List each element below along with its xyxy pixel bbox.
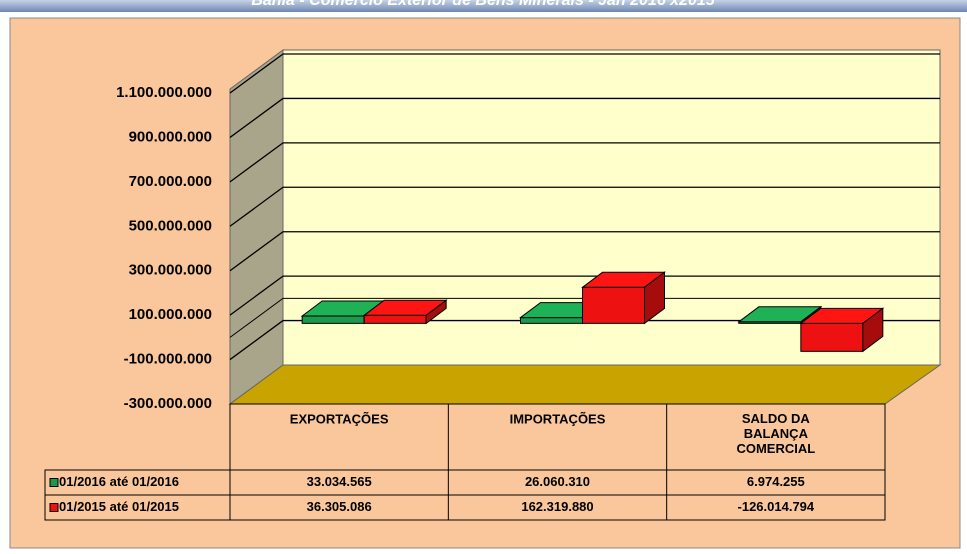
title-bar — [0, 0, 967, 12]
grid-line — [229, 319, 940, 361]
grid-line — [229, 97, 940, 138]
grid-line — [229, 53, 940, 94]
bar — [301, 315, 365, 324]
grid-line — [229, 142, 940, 183]
y-tick-label: 900.000.000 — [129, 128, 212, 145]
legend-swatch — [49, 503, 59, 512]
bar-side — [862, 307, 884, 353]
category-label: SALDO DA BALANÇA COMERCIAL — [736, 411, 815, 456]
bar-side — [644, 271, 665, 325]
bar-side — [425, 299, 447, 325]
grid-line — [229, 186, 940, 227]
bar — [800, 322, 864, 352]
table-value: 33.034.565 — [307, 474, 372, 489]
table — [229, 403, 886, 521]
chart-title: Bahia - Comércio Exterior de Bens Minera… — [251, 0, 715, 9]
y-tick-label: 300.000.000 — [129, 262, 212, 279]
table-value: -126.014.794 — [738, 499, 815, 514]
y-tick-label: 1.100.000.000 — [116, 84, 212, 101]
legend-swatch — [49, 478, 59, 487]
bar — [582, 286, 645, 324]
legend-label: 01/2016 até 01/2016 — [59, 474, 179, 489]
legend-label: 01/2015 até 01/2015 — [59, 499, 179, 514]
table-value: 6.974.255 — [747, 474, 805, 489]
y-tick-label: -100.000.000 — [124, 351, 212, 368]
y-tick-label: 500.000.000 — [129, 217, 212, 234]
y-tick-label: 700.000.000 — [129, 173, 212, 190]
category-label: IMPORTAÇÕES — [510, 411, 606, 426]
side-wall — [229, 49, 284, 405]
y-tick-label: 100.000.000 — [129, 306, 212, 323]
table-value: 162.319.880 — [521, 499, 593, 514]
bar — [363, 314, 427, 324]
category-label: EXPORTAÇÕES — [290, 411, 389, 426]
grid-line — [229, 275, 940, 316]
bar — [520, 317, 583, 324]
floor — [228, 364, 942, 405]
y-tick-label: -300.000.000 — [124, 395, 212, 412]
table-value: 36.305.086 — [307, 499, 372, 514]
table-value: 26.060.310 — [525, 474, 590, 489]
zero-line — [229, 297, 940, 338]
grid-line — [229, 231, 940, 272]
